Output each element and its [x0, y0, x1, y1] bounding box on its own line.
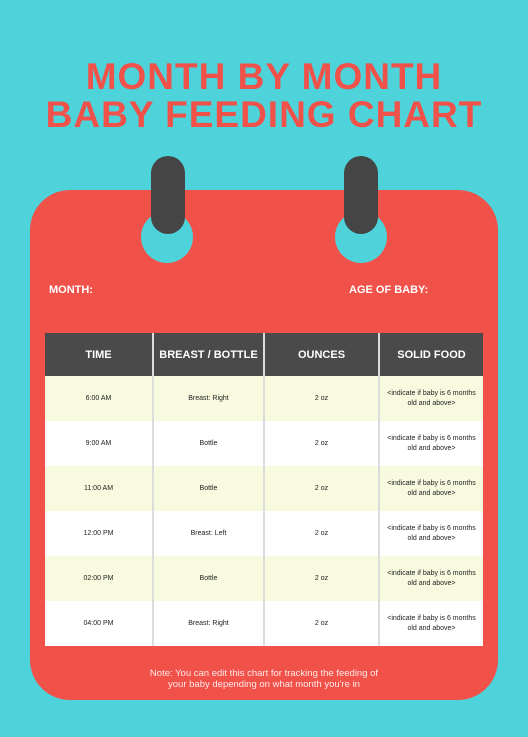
cell-ounces[interactable]: 2 oz [264, 376, 380, 421]
header-ounces: OUNCES [264, 333, 380, 376]
table-row: 12:00 PM Breast: Left 2 oz <indicate if … [45, 511, 483, 556]
cell-solid-food[interactable]: <indicate if baby is 6 months old and ab… [379, 421, 483, 466]
age-of-baby-label: AGE OF BABY: [349, 284, 429, 296]
table-row: 04:00 PM Breast: Right 2 oz <indicate if… [45, 601, 483, 646]
binder-ring-left [151, 156, 185, 234]
table-row: 9:00 AM Bottle 2 oz <indicate if baby is… [45, 421, 483, 466]
cell-solid-food[interactable]: <indicate if baby is 6 months old and ab… [379, 601, 483, 646]
cell-solid-food[interactable]: <indicate if baby is 6 months old and ab… [379, 556, 483, 601]
cell-time[interactable]: 6:00 AM [45, 376, 154, 421]
header-solid-food: SOLID FOOD [379, 333, 483, 376]
note-line-1: Note: You can edit this chart for tracki… [149, 668, 379, 679]
cell-breast-bottle[interactable]: Breast: Right [153, 601, 265, 646]
cell-breast-bottle[interactable]: Breast: Right [153, 376, 265, 421]
title-line-2: BABY FEEDING CHART [45, 94, 483, 135]
feeding-table: TIME BREAST / BOTTLE OUNCES SOLID FOOD 6… [45, 333, 483, 646]
cell-breast-bottle[interactable]: Breast: Left [153, 511, 265, 556]
cell-solid-food[interactable]: <indicate if baby is 6 months old and ab… [379, 511, 483, 556]
table-header-row: TIME BREAST / BOTTLE OUNCES SOLID FOOD [45, 333, 483, 376]
cell-time[interactable]: 02:00 PM [45, 556, 154, 601]
cell-time[interactable]: 12:00 PM [45, 511, 154, 556]
cell-ounces[interactable]: 2 oz [264, 556, 380, 601]
cell-ounces[interactable]: 2 oz [264, 601, 380, 646]
cell-ounces[interactable]: 2 oz [264, 511, 380, 556]
cell-solid-food[interactable]: <indicate if baby is 6 months old and ab… [379, 466, 483, 511]
cell-time[interactable]: 04:00 PM [45, 601, 154, 646]
table-row: 6:00 AM Breast: Right 2 oz <indicate if … [45, 376, 483, 421]
cell-ounces[interactable]: 2 oz [264, 421, 380, 466]
header-breast-bottle: BREAST / BOTTLE [153, 333, 265, 376]
footer-note: Note: You can edit this chart for tracki… [0, 668, 528, 690]
binder-ring-right [344, 156, 378, 234]
cell-ounces[interactable]: 2 oz [264, 466, 380, 511]
cell-breast-bottle[interactable]: Bottle [153, 556, 265, 601]
cell-solid-food[interactable]: <indicate if baby is 6 months old and ab… [379, 376, 483, 421]
table-row: 02:00 PM Bottle 2 oz <indicate if baby i… [45, 556, 483, 601]
month-label: MONTH: [49, 284, 93, 296]
note-line-2: your baby depending on what month you're… [168, 679, 360, 690]
cell-time[interactable]: 9:00 AM [45, 421, 154, 466]
table-row: 11:00 AM Bottle 2 oz <indicate if baby i… [45, 466, 483, 511]
title-line-1: MONTH BY MONTH [85, 56, 443, 97]
cell-time[interactable]: 11:00 AM [45, 466, 154, 511]
header-time: TIME [45, 333, 154, 376]
cell-breast-bottle[interactable]: Bottle [153, 466, 265, 511]
cell-breast-bottle[interactable]: Bottle [153, 421, 265, 466]
